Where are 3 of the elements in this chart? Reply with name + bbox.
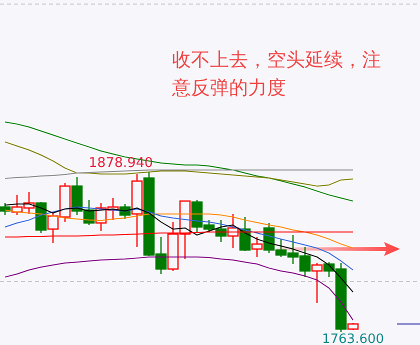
annotation: 1878.940 [88, 155, 153, 171]
text: 收不上去，空头延续，注意反弹的力度 [171, 49, 381, 99]
annotation: 1763.600 [322, 332, 384, 345]
